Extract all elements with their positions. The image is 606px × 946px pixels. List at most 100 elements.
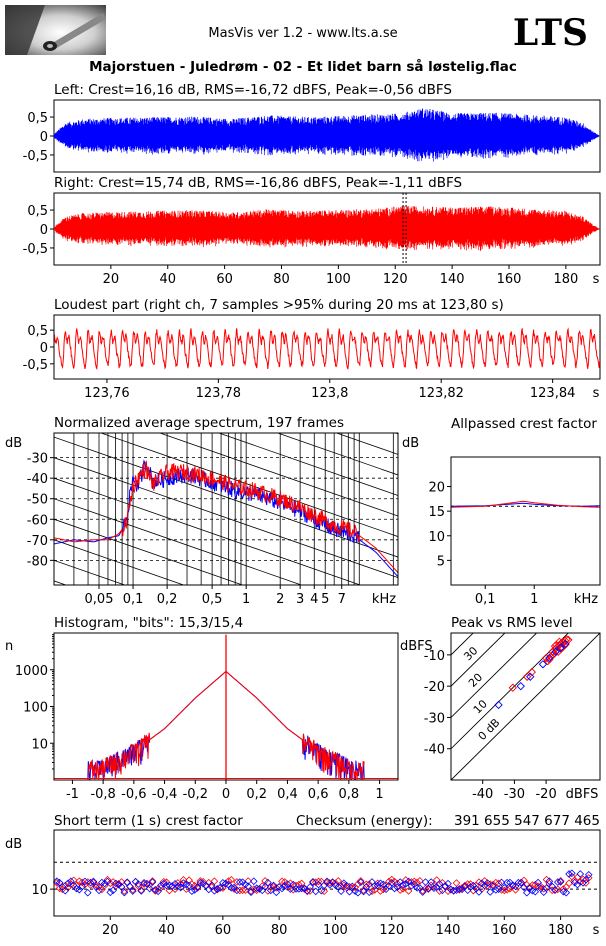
crest-point-1 bbox=[404, 877, 413, 886]
x-tick-label: 20 bbox=[102, 923, 119, 938]
crest-point-1 bbox=[306, 883, 314, 891]
y-tick-label: -0,5 bbox=[23, 358, 48, 373]
crest-point-1 bbox=[151, 885, 160, 894]
crest-point-1 bbox=[523, 888, 531, 897]
crest-point-1 bbox=[480, 881, 489, 890]
crest-point-1 bbox=[568, 869, 576, 878]
crest-point-1 bbox=[72, 884, 81, 893]
crest-point-1 bbox=[584, 870, 593, 879]
y-tick-label: 0 bbox=[40, 130, 48, 145]
crest-point-0 bbox=[354, 880, 362, 888]
crest-point-1 bbox=[452, 886, 461, 894]
x-tick-label: 0,1 bbox=[475, 592, 496, 607]
y-tick-label: 100 bbox=[23, 701, 48, 716]
crest-point-1 bbox=[255, 884, 264, 893]
crest-title: Short term (1 s) crest factor bbox=[54, 813, 243, 829]
crest-point-1 bbox=[233, 886, 241, 895]
crest-point-1 bbox=[582, 875, 590, 884]
crest-point-1 bbox=[340, 879, 348, 888]
crest-point-1 bbox=[399, 881, 407, 889]
x-tick-label: -1 bbox=[66, 787, 79, 802]
crest-point-1 bbox=[117, 882, 126, 891]
crest-point-0 bbox=[280, 878, 289, 886]
crest-point-1 bbox=[458, 885, 466, 894]
crest-point-1 bbox=[421, 878, 430, 886]
crest-point-0 bbox=[261, 877, 269, 885]
x-tick-label: 5 bbox=[321, 592, 329, 607]
crest-point-0 bbox=[356, 877, 365, 885]
crest-point-1 bbox=[283, 880, 292, 889]
crest-point-1 bbox=[131, 877, 140, 886]
checksum-value: 391 655 547 677 465 bbox=[454, 813, 600, 829]
crest-point-0 bbox=[252, 886, 261, 894]
spectrum-slope-line bbox=[54, 559, 126, 585]
histogram-ylabel: n bbox=[5, 639, 13, 654]
crest-point-0 bbox=[247, 887, 255, 895]
crest-point-1 bbox=[300, 884, 309, 893]
crest-point-1 bbox=[221, 879, 230, 888]
crest-point-1 bbox=[325, 880, 334, 889]
crest-point-1 bbox=[280, 882, 289, 890]
crest-point-1 bbox=[199, 879, 207, 888]
crest-point-1 bbox=[216, 883, 224, 892]
crest-point-0 bbox=[452, 879, 461, 887]
app-title: MasVis ver 1.2 - www.lts.a.se bbox=[208, 26, 398, 41]
peakrms-title: Peak vs RMS level bbox=[451, 615, 573, 631]
x-tick-label: -20 bbox=[535, 787, 556, 802]
crest-point-0 bbox=[480, 877, 489, 885]
crest-point-1 bbox=[193, 883, 202, 891]
crest-point-1 bbox=[494, 885, 503, 893]
peakrms-point bbox=[555, 637, 564, 646]
spectrum-slope-line bbox=[217, 433, 398, 496]
crest-point-1 bbox=[171, 880, 179, 888]
crest-point-1 bbox=[241, 880, 250, 889]
peakrms-diagonal bbox=[451, 633, 600, 780]
crest-point-0 bbox=[227, 876, 236, 884]
checksum-label: Checksum (energy): bbox=[296, 813, 433, 829]
x-tick-label: 123,78 bbox=[196, 386, 242, 401]
crest-point-1 bbox=[359, 887, 368, 896]
crest-point-1 bbox=[188, 887, 196, 896]
x-tick-label: 40 bbox=[159, 272, 176, 287]
crest-point-1 bbox=[354, 888, 362, 897]
x-tick-label: 100 bbox=[323, 923, 348, 938]
allpassed-frame bbox=[450, 456, 601, 586]
crest-point-1 bbox=[542, 884, 551, 892]
waveform-trace-left bbox=[54, 108, 600, 162]
crest-point-1 bbox=[78, 882, 86, 891]
crest-point-1 bbox=[534, 878, 542, 887]
crest-point-1 bbox=[390, 884, 399, 893]
crest-point-1 bbox=[334, 883, 343, 891]
x-tick-label: 3 bbox=[296, 592, 304, 607]
crest-point-1 bbox=[430, 884, 438, 893]
crest-point-1 bbox=[469, 881, 478, 890]
crest-point-1 bbox=[525, 884, 534, 893]
crest-point-1 bbox=[427, 878, 435, 886]
peakrms-point bbox=[551, 647, 560, 656]
crest-point-1 bbox=[174, 882, 182, 890]
crest-point-1 bbox=[230, 883, 238, 892]
peakrms-point bbox=[560, 639, 570, 649]
crest-point-1 bbox=[362, 883, 371, 891]
crest-point-1 bbox=[520, 883, 528, 892]
crest-point-0 bbox=[531, 880, 540, 889]
crest-point-0 bbox=[376, 887, 385, 895]
crest-point-0 bbox=[390, 877, 399, 886]
crest-point-1 bbox=[250, 877, 258, 886]
x-tick-label: 0,5 bbox=[202, 592, 223, 607]
crest-point-1 bbox=[337, 887, 345, 895]
crest-point-0 bbox=[556, 877, 565, 885]
x-tick-label: 0 bbox=[222, 787, 230, 802]
crest-point-1 bbox=[314, 880, 323, 889]
crest-point-1 bbox=[134, 880, 143, 888]
waveform-trace-right bbox=[54, 205, 600, 252]
crest-point-1 bbox=[106, 888, 115, 897]
crest-point-1 bbox=[83, 888, 92, 897]
y-tick-label: 1000 bbox=[15, 664, 48, 679]
spectrum-slope-line bbox=[54, 518, 244, 585]
y-tick-label: 0,5 bbox=[27, 204, 48, 219]
x-tick-label: 0,2 bbox=[157, 592, 178, 607]
crest-point-1 bbox=[95, 886, 103, 895]
crest-point-0 bbox=[117, 878, 126, 886]
